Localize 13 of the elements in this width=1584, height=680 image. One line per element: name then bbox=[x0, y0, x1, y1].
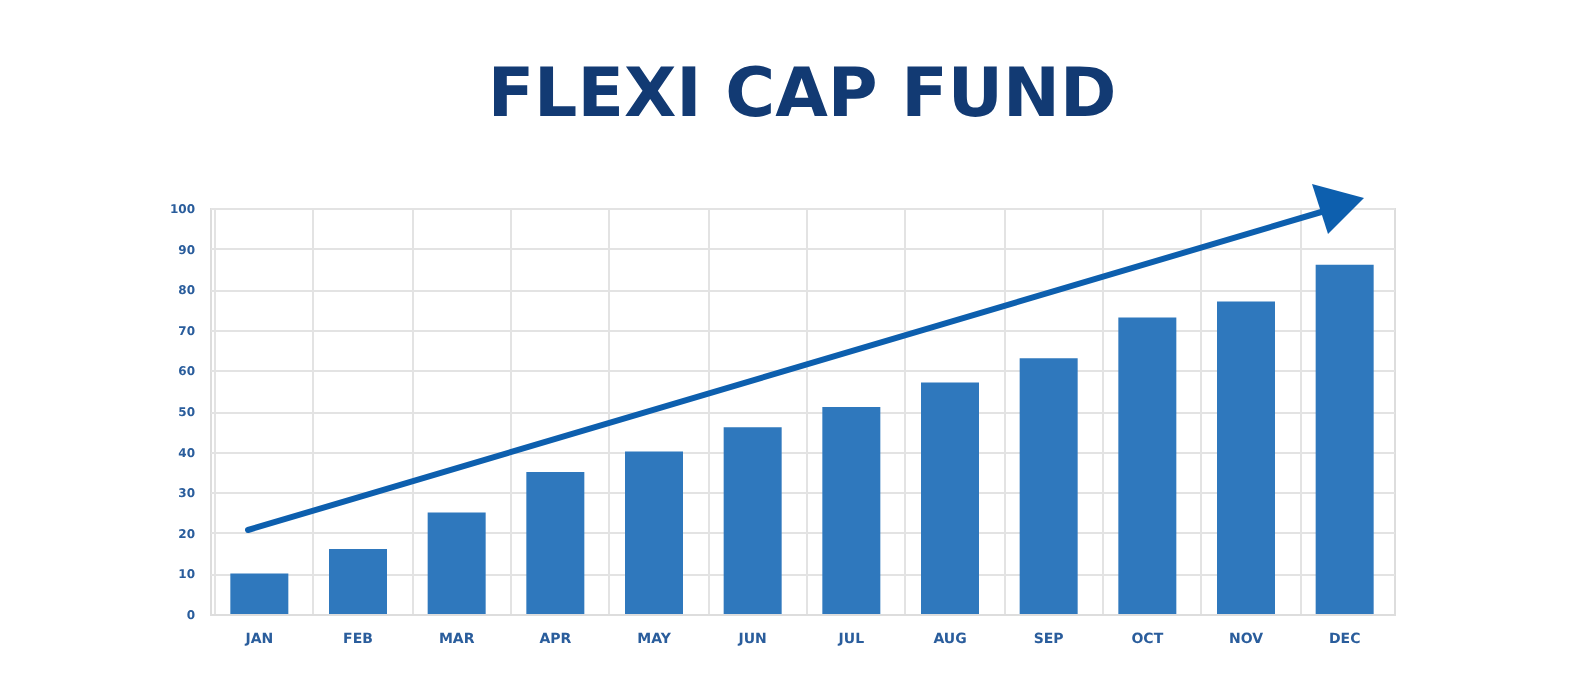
bar bbox=[1315, 264, 1374, 614]
bar bbox=[427, 512, 486, 614]
bar bbox=[1217, 301, 1275, 614]
bar bbox=[1019, 358, 1078, 614]
bar bbox=[329, 549, 387, 614]
bar bbox=[625, 451, 683, 614]
bar bbox=[526, 471, 585, 614]
bar bbox=[921, 382, 979, 614]
bar bbox=[1118, 317, 1177, 614]
bar bbox=[230, 573, 289, 614]
chart-title: FLEXI CAP FUND bbox=[487, 54, 1117, 134]
bar bbox=[723, 427, 782, 614]
bar bbox=[822, 406, 881, 614]
